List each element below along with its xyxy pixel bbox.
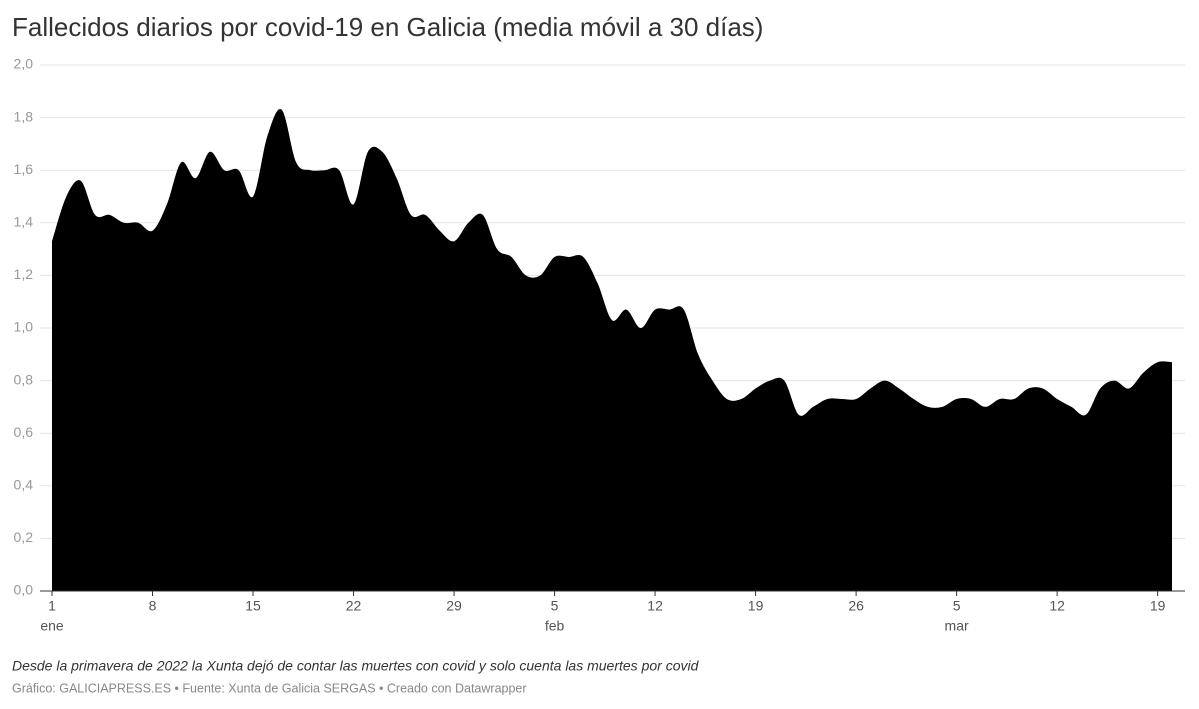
area [52, 108, 1172, 591]
x-tick-label: 15 [245, 598, 261, 614]
month-label: ene [40, 618, 64, 634]
y-tick-label: 1,2 [14, 266, 34, 282]
y-tick-label: 1,0 [14, 319, 34, 335]
month-label: feb [545, 618, 565, 634]
y-tick-label: 1,6 [14, 161, 34, 177]
x-tick-label: 5 [953, 598, 961, 614]
y-tick-label: 0,4 [14, 477, 34, 493]
x-tick-label: 8 [149, 598, 157, 614]
x-tick-label: 29 [446, 598, 462, 614]
x-tick-label: 12 [647, 598, 663, 614]
chart-title: Fallecidos diarios por covid-19 en Galic… [12, 12, 763, 42]
x-tick-label: 19 [1150, 598, 1166, 614]
chart-source: Gráfico: GALICIAPRESS.ES • Fuente: Xunta… [12, 681, 527, 695]
x-tick-label: 26 [848, 598, 864, 614]
y-tick-label: 1,8 [14, 108, 34, 124]
y-tick-label: 1,4 [14, 214, 34, 230]
y-tick-label: 0,2 [14, 529, 34, 545]
y-tick-label: 2,0 [14, 56, 34, 72]
x-tick-label: 1 [48, 598, 56, 614]
y-tick-label: 0,0 [14, 582, 34, 598]
y-tick-label: 0,8 [14, 371, 34, 387]
x-tick-label: 22 [346, 598, 362, 614]
x-tick-label: 19 [748, 598, 764, 614]
month-label: mar [945, 618, 969, 634]
x-tick-label: 5 [551, 598, 559, 614]
x-tick-label: 12 [1049, 598, 1065, 614]
chart-notes: Desde la primavera de 2022 la Xunta dejó… [12, 658, 700, 674]
y-tick-label: 0,6 [14, 424, 34, 440]
